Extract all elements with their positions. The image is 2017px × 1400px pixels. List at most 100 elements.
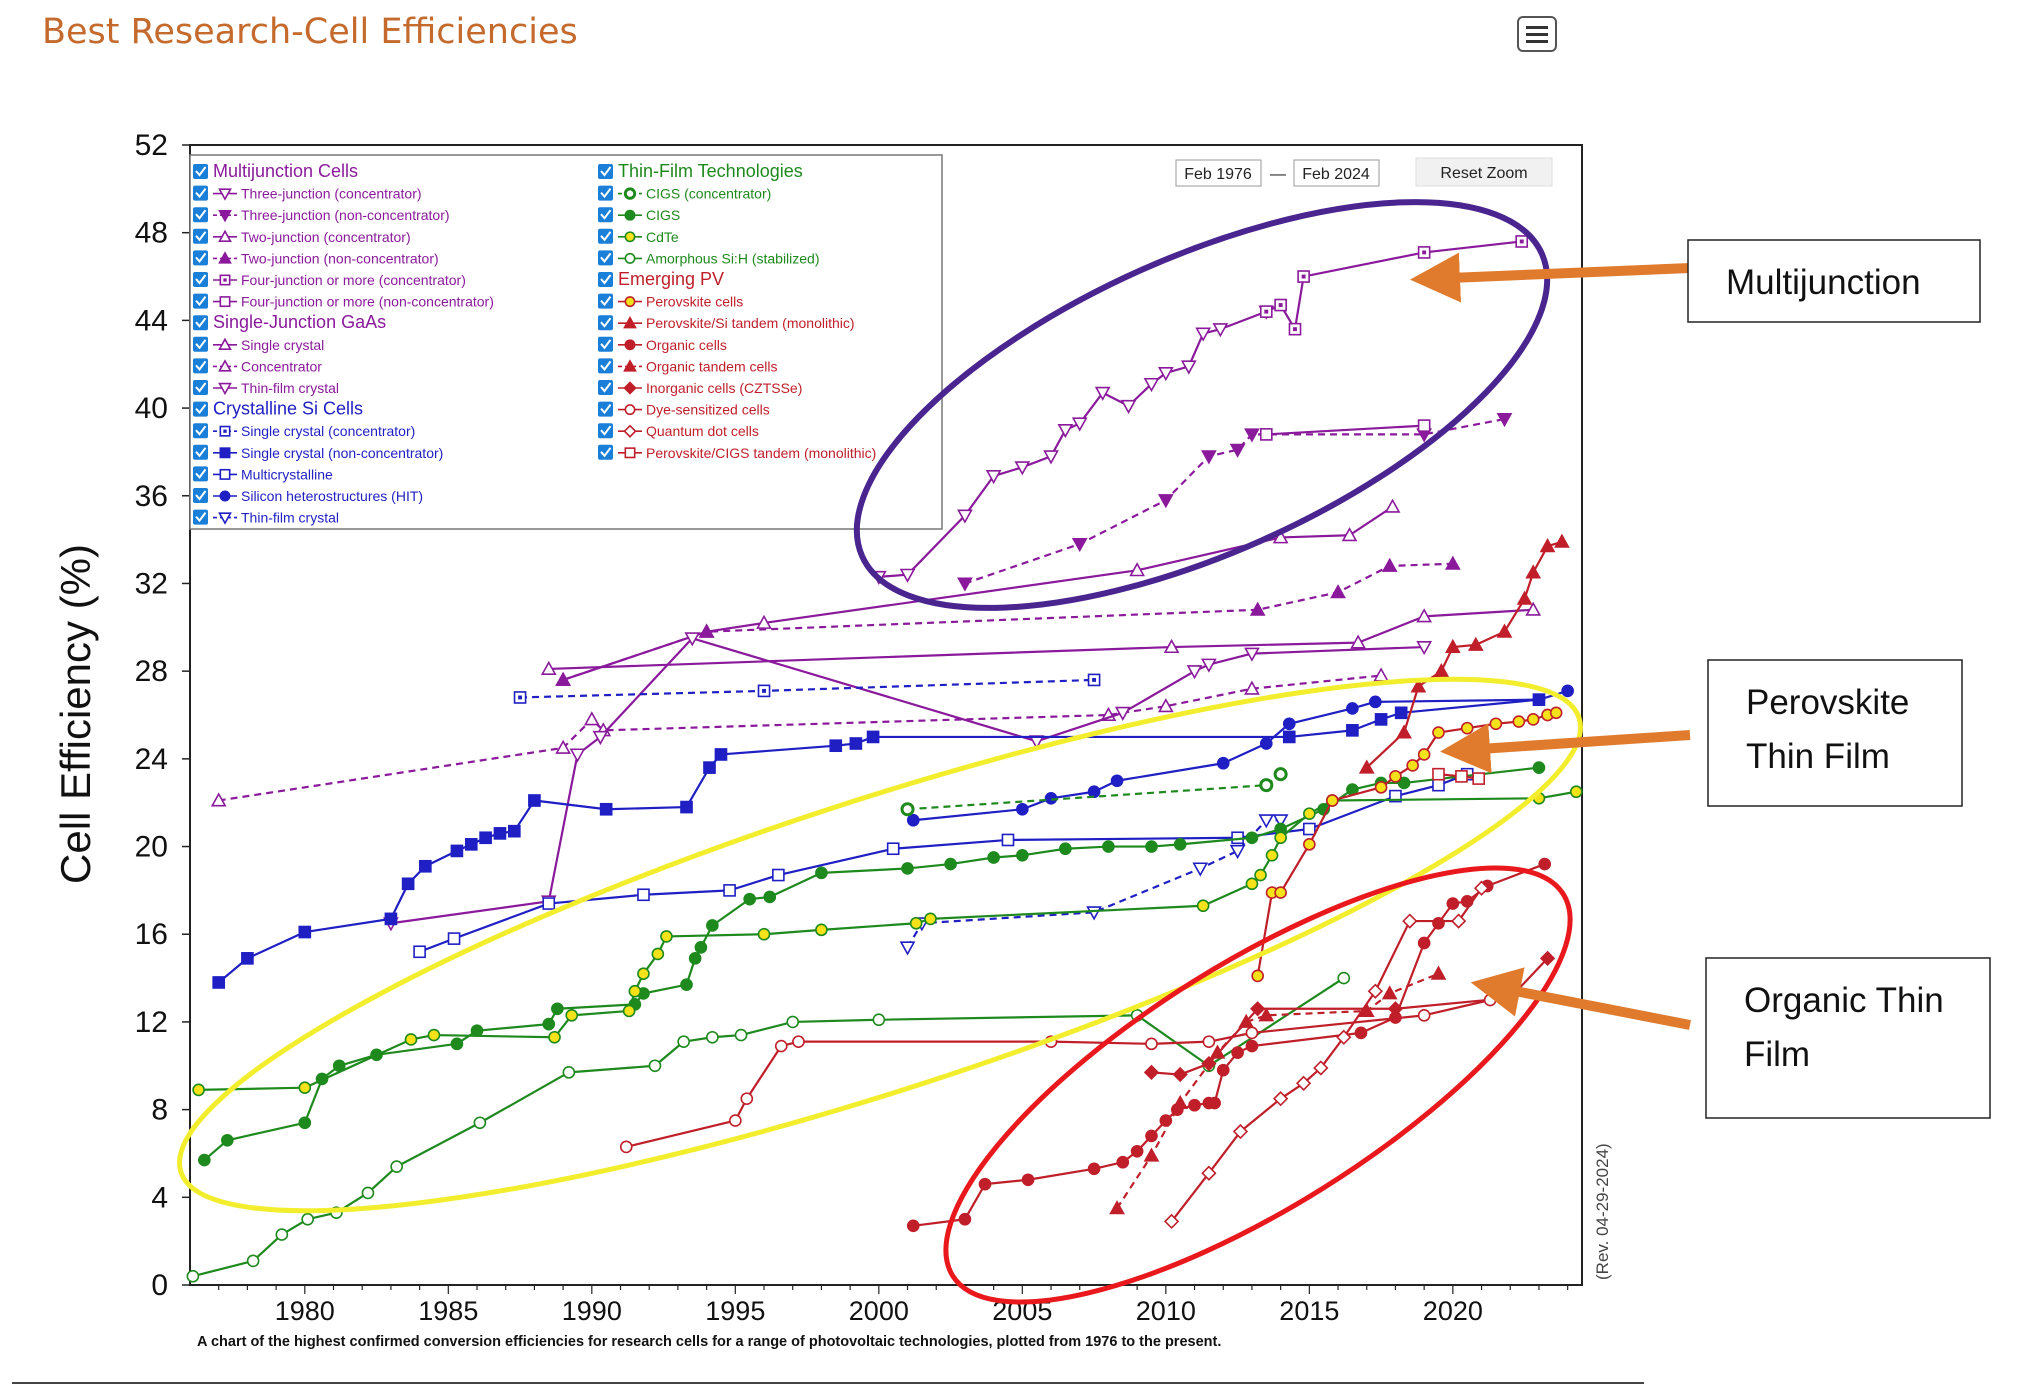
checkmark-icon <box>195 166 207 177</box>
legend-marker <box>219 490 231 502</box>
x-tick-label: 2000 <box>849 1296 909 1326</box>
legend-marker <box>624 447 636 459</box>
data-point <box>1110 774 1124 788</box>
series-quantum-dot-cells[interactable] <box>1163 880 1490 1230</box>
series-four-junction-or-more-non-concentrator[interactable] <box>1259 419 1431 441</box>
data-point <box>1346 724 1359 737</box>
series-four-junction-or-more-concentrator[interactable] <box>1259 235 1529 336</box>
legend-checkbox[interactable] <box>598 336 613 352</box>
data-point <box>1358 759 1375 774</box>
legend-checkbox[interactable] <box>193 401 208 417</box>
data-point <box>743 892 756 906</box>
data-point <box>401 877 415 891</box>
series-cigs-concentrator[interactable] <box>900 767 1288 817</box>
data-point <box>1539 538 1556 553</box>
data-point <box>450 1037 464 1051</box>
legend-checkbox[interactable] <box>598 358 613 374</box>
data-point <box>900 802 915 817</box>
legend-checkbox[interactable] <box>193 315 208 331</box>
data-point <box>1071 417 1088 432</box>
legend-checkbox[interactable] <box>193 272 208 287</box>
legend-checkbox[interactable] <box>598 401 613 417</box>
data-point <box>1209 1044 1226 1059</box>
y-tick-label: 0 <box>151 1269 168 1302</box>
legend-checkbox[interactable] <box>598 293 613 309</box>
y-tick-label: 20 <box>135 831 168 864</box>
legend-checkbox[interactable] <box>598 272 613 287</box>
reset-zoom-button[interactable] <box>1415 157 1553 187</box>
data-point <box>413 945 426 959</box>
legend-checkbox[interactable] <box>193 380 208 395</box>
hamburger-menu-icon[interactable] <box>1517 16 1557 52</box>
series-gaas-single-crystal[interactable] <box>540 601 1542 675</box>
legend-checkbox[interactable] <box>193 336 208 352</box>
data-point <box>757 927 771 941</box>
legend-checkbox[interactable] <box>598 164 613 179</box>
date-from-box[interactable] <box>1175 159 1262 187</box>
data-point <box>684 632 701 647</box>
series-line <box>1256 711 1557 977</box>
legend[interactable]: Multijunction Cells Three-junction (conce… <box>189 154 943 530</box>
data-point <box>1059 842 1072 856</box>
series-three-junction-non-concentrator[interactable] <box>957 413 1513 592</box>
data-point <box>1130 1144 1144 1158</box>
legend-checkbox[interactable] <box>193 164 208 179</box>
legend-checkbox[interactable] <box>193 293 208 309</box>
series-organic-tandem-cells[interactable] <box>1109 965 1447 1215</box>
legend-checkbox[interactable] <box>193 250 208 266</box>
data-point <box>1303 838 1316 851</box>
legend-checkbox[interactable] <box>598 228 613 244</box>
data-point <box>542 1017 556 1031</box>
legend-marker <box>218 210 232 223</box>
legend-checkbox[interactable] <box>598 185 613 201</box>
series-perovskite-cigs-tandem-monolithic[interactable] <box>1432 767 1486 785</box>
data-point <box>637 888 650 902</box>
legend-item-label: Two-junction (concentrator) <box>241 229 411 245</box>
data-point <box>1087 785 1101 799</box>
data-point <box>1254 868 1267 882</box>
legend-checkbox[interactable] <box>193 488 208 503</box>
legend-checkbox[interactable] <box>193 444 208 460</box>
series-silicon-heterostructures-hit[interactable] <box>906 684 1574 827</box>
reset-zoom-label: Reset Zoom <box>1440 165 1527 182</box>
data-point <box>1208 1096 1221 1110</box>
legend-checkbox[interactable] <box>598 315 613 331</box>
series-amorphous-si-h-stabilized[interactable] <box>186 971 1351 1283</box>
legend-checkbox[interactable] <box>193 423 208 439</box>
data-point <box>1472 772 1486 785</box>
legend-checkbox[interactable] <box>598 380 613 395</box>
series-two-junction-non-concentrator[interactable] <box>555 555 1461 686</box>
legend-checkbox[interactable] <box>598 250 613 266</box>
data-point <box>186 1269 200 1283</box>
legend-checkbox[interactable] <box>193 207 208 223</box>
series-si-single-crystal-non-concentrator[interactable] <box>212 693 1546 989</box>
date-to-box[interactable] <box>1293 159 1380 187</box>
legend-checkbox[interactable] <box>193 358 208 374</box>
legend-item-label: Silicon heterostructures (HIT) <box>241 488 423 504</box>
legend-marker <box>624 252 636 264</box>
legend-item-label: CIGS <box>646 207 680 223</box>
legend-checkbox[interactable] <box>598 207 613 223</box>
checkmark-icon <box>195 512 207 523</box>
series-si-single-crystal-concentrator[interactable] <box>513 673 1101 704</box>
data-point <box>1525 601 1542 616</box>
data-point <box>1143 1064 1160 1080</box>
series-perovskite-si-tandem-monolithic[interactable] <box>1358 533 1570 774</box>
series-cigs[interactable] <box>198 761 1546 1167</box>
callout-label-line: Thin Film <box>1746 737 1890 776</box>
data-point <box>1450 913 1467 929</box>
data-point <box>1336 1029 1352 1045</box>
legend-checkbox[interactable] <box>193 509 208 525</box>
legend-checkbox[interactable] <box>193 466 208 482</box>
legend-marker <box>218 359 232 372</box>
legend-checkbox[interactable] <box>193 185 208 201</box>
data-point <box>1016 802 1029 816</box>
legend-checkbox[interactable] <box>598 423 613 439</box>
data-point <box>1389 770 1402 783</box>
data-point <box>599 802 613 816</box>
legend-checkbox[interactable] <box>193 228 208 244</box>
data-point <box>648 1059 662 1073</box>
data-point <box>1201 1055 1217 1072</box>
legend-checkbox[interactable] <box>598 444 613 460</box>
